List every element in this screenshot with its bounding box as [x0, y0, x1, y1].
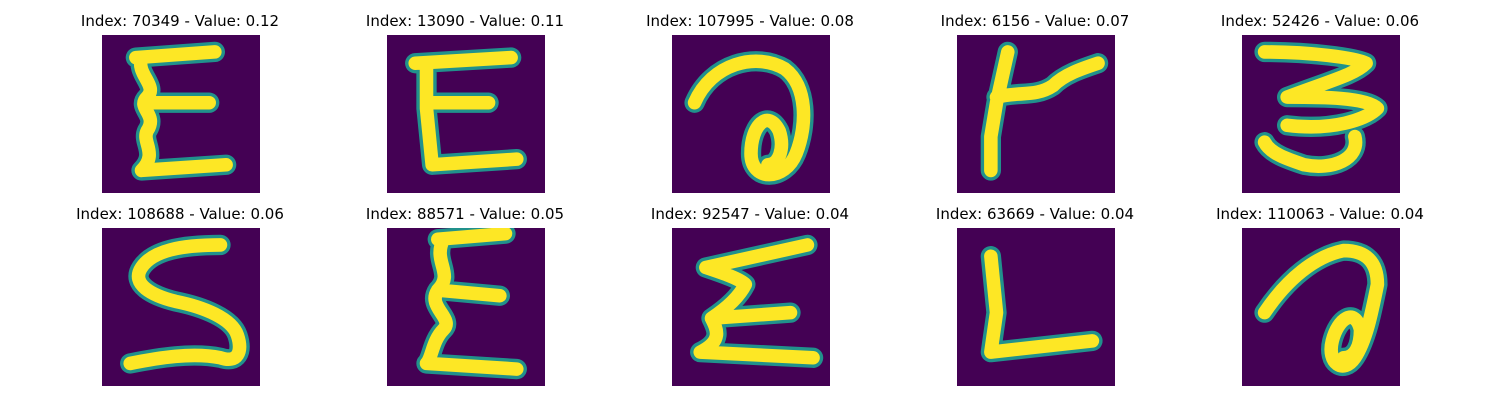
handwritten-character-image: [957, 228, 1115, 386]
panel-title: Index: 92547 - Value: 0.04: [650, 205, 850, 223]
handwritten-character-image: [1242, 228, 1400, 386]
panel-title: Index: 108688 - Value: 0.06: [76, 205, 284, 223]
panel-title: Index: 107995 - Value: 0.08: [646, 12, 854, 30]
panel-5: Index: 52426 - Value: 0.06: [1190, 12, 1450, 193]
handwritten-character-image: [672, 35, 830, 193]
panel-title: Index: 70349 - Value: 0.12: [80, 12, 280, 30]
handwritten-character-image: [387, 228, 545, 386]
panel-title: Index: 13090 - Value: 0.11: [365, 12, 565, 30]
panel-title: Index: 110063 - Value: 0.04: [1216, 205, 1424, 223]
panel-7: Index: 88571 - Value: 0.05: [335, 205, 595, 386]
handwritten-character-image: [672, 228, 830, 386]
panel-title: Index: 6156 - Value: 0.07: [940, 12, 1130, 30]
handwritten-character-image: [1242, 35, 1400, 193]
panel-9: Index: 63669 - Value: 0.04: [905, 205, 1165, 386]
panel-3: Index: 107995 - Value: 0.08: [620, 12, 880, 193]
panel-10: Index: 110063 - Value: 0.04: [1190, 205, 1450, 386]
panel-1: Index: 70349 - Value: 0.12: [50, 12, 310, 193]
panel-8: Index: 92547 - Value: 0.04: [620, 205, 880, 386]
panel-6: Index: 108688 - Value: 0.06: [50, 205, 310, 386]
handwritten-character-image: [102, 35, 260, 193]
panel-title: Index: 52426 - Value: 0.06: [1220, 12, 1420, 30]
handwritten-character-image: [102, 228, 260, 386]
panel-4: Index: 6156 - Value: 0.07: [905, 12, 1165, 193]
handwritten-character-image: [957, 35, 1115, 193]
panel-title: Index: 88571 - Value: 0.05: [365, 205, 565, 223]
panel-title: Index: 63669 - Value: 0.04: [935, 205, 1135, 223]
panel-2: Index: 13090 - Value: 0.11: [335, 12, 595, 193]
handwritten-character-image: [387, 35, 545, 193]
